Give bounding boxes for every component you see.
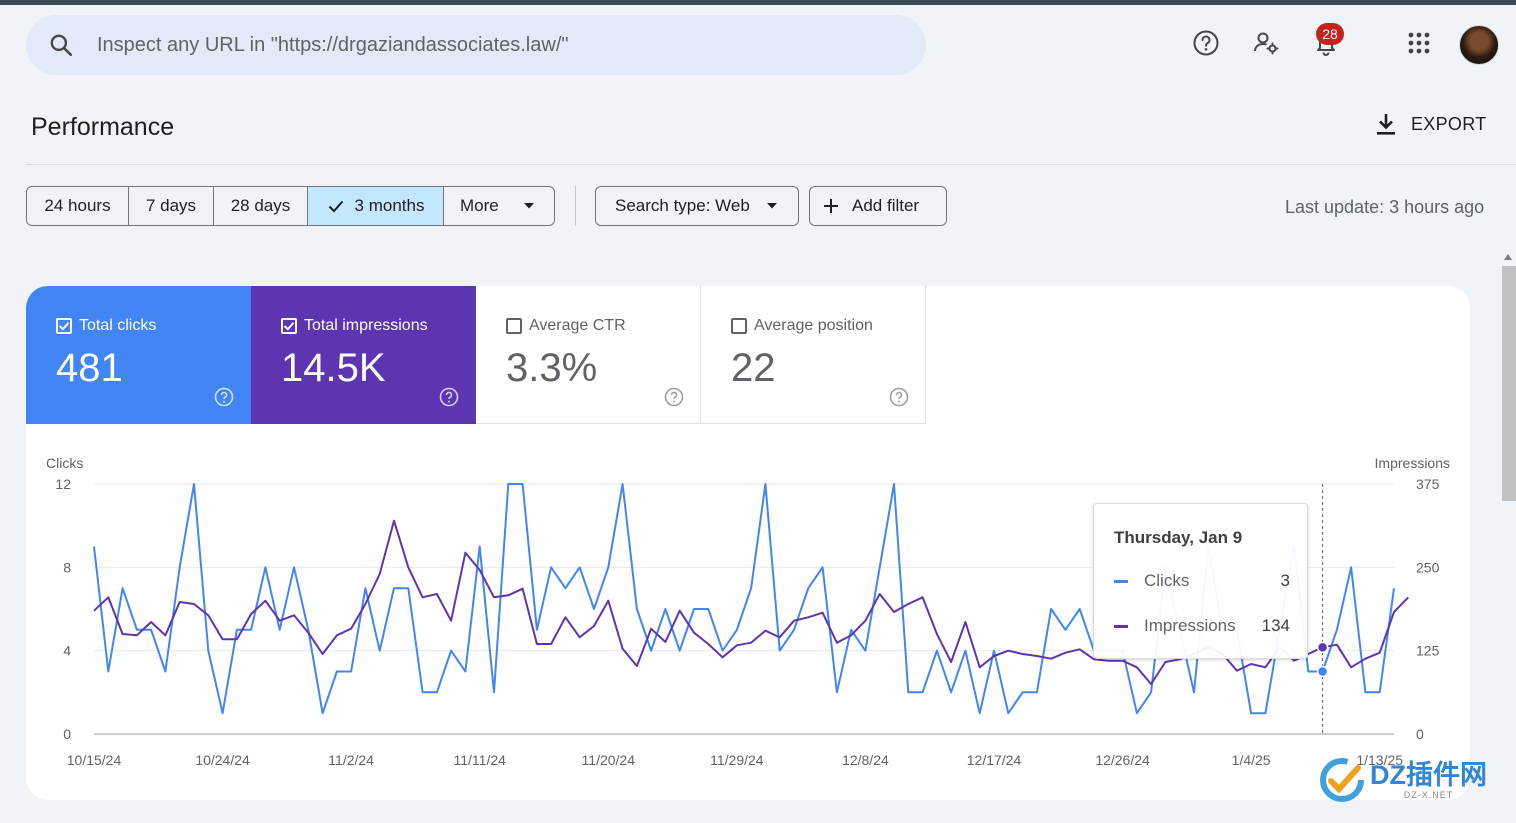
search-placeholder: Inspect any URL in "https://drgaziandass…	[97, 34, 569, 56]
help-icon[interactable]	[889, 387, 909, 407]
manage-users-icon[interactable]	[1251, 28, 1281, 58]
apps-grid-icon[interactable]	[1404, 28, 1434, 58]
x-tick-label: 11/29/24	[710, 752, 764, 768]
metric-average-position[interactable]: Average position 22	[701, 286, 926, 424]
watermark-logo-icon	[1320, 758, 1364, 802]
scroll-up-arrow-icon[interactable]	[1504, 254, 1512, 260]
last-update-text: Last update: 3 hours ago	[1285, 197, 1485, 217]
metric-value: 3.3%	[506, 346, 598, 390]
search-icon	[50, 34, 73, 57]
checkbox-checked-icon[interactable]	[281, 318, 297, 334]
highlight-point-clicks	[1316, 665, 1329, 678]
x-tick-label: 12/26/24	[1095, 752, 1150, 768]
help-icon[interactable]	[1191, 28, 1221, 58]
check-icon	[328, 200, 343, 213]
range-7-days[interactable]: 7 days	[129, 187, 214, 225]
metric-value: 22	[731, 346, 776, 390]
x-tick-label: 1/13/25	[1356, 752, 1403, 768]
y-right-tick-label: 375	[1416, 476, 1440, 492]
dropdown-arrow-icon	[523, 203, 534, 209]
metric-total-impressions[interactable]: Total impressions 14.5K	[251, 286, 476, 424]
watermark-text: DZ插件网	[1370, 760, 1487, 790]
dropdown-arrow-icon	[766, 203, 777, 209]
page-title: Performance	[31, 113, 175, 141]
x-tick-label: 11/2/24	[328, 752, 374, 768]
y-right-tick-label: 0	[1416, 726, 1424, 742]
checkbox-unchecked-icon[interactable]	[731, 318, 747, 334]
highlight-point-impressions	[1316, 641, 1329, 654]
chart-tooltip: Thursday, Jan 9 Clicks 3 Impressions 134	[1093, 503, 1308, 659]
x-tick-label: 12/8/24	[842, 752, 889, 768]
y-right-tick-label: 250	[1416, 559, 1440, 575]
x-tick-label: 10/24/24	[195, 752, 250, 768]
x-tick-label: 12/17/24	[967, 752, 1022, 768]
y-right-tick-label: 125	[1416, 643, 1440, 659]
range-28-days[interactable]: 28 days	[214, 187, 308, 225]
range-3-months[interactable]: 3 months	[308, 187, 444, 225]
checkbox-checked-icon[interactable]	[56, 318, 72, 334]
checkbox-unchecked-icon[interactable]	[506, 318, 522, 334]
plus-icon	[824, 199, 838, 213]
download-icon	[1377, 114, 1395, 135]
header-divider	[26, 164, 1516, 165]
watermark: DZ插件网 DZ-X.NET	[1318, 756, 1487, 804]
account-avatar[interactable]	[1459, 25, 1499, 65]
y-left-tick-label: 4	[63, 643, 71, 659]
metric-total-clicks[interactable]: Total clicks 481	[26, 286, 251, 424]
filter-separator	[575, 186, 576, 226]
url-inspect-search[interactable]: Inspect any URL in "https://drgaziandass…	[26, 15, 926, 75]
y-left-tick-label: 12	[55, 476, 71, 492]
help-icon[interactable]	[214, 387, 234, 407]
tooltip-row-clicks: Clicks 3	[1114, 571, 1290, 591]
metric-value: 481	[56, 346, 123, 390]
x-tick-label: 1/4/25	[1232, 752, 1271, 768]
top-border	[0, 0, 1516, 5]
range-24-hours[interactable]: 24 hours	[27, 187, 129, 225]
x-tick-label: 11/11/24	[454, 752, 507, 768]
y-right-axis-title: Impressions	[1375, 455, 1450, 471]
watermark-subtext: DZ-X.NET	[1403, 790, 1454, 800]
search-type-dropdown[interactable]: Search type: Web	[595, 186, 799, 226]
y-left-tick-label: 0	[63, 726, 71, 742]
export-label: EXPORT	[1411, 113, 1487, 134]
scrollbar-thumb[interactable]	[1502, 266, 1516, 501]
help-icon[interactable]	[664, 387, 684, 407]
help-icon[interactable]	[439, 387, 459, 407]
x-tick-label: 10/15/24	[67, 752, 122, 768]
metric-average-ctr[interactable]: Average CTR 3.3%	[476, 286, 701, 424]
performance-card: 0 4 8 12 0 125 250 375 Clicks Impressions 10/15/24…	[26, 286, 1470, 800]
metric-value: 14.5K	[281, 346, 386, 390]
series-swatch	[1114, 624, 1128, 628]
tooltip-row-impressions: Impressions 134	[1114, 616, 1290, 636]
export-button[interactable]: EXPORT	[1375, 112, 1487, 136]
range-more-dropdown[interactable]: More	[444, 187, 554, 225]
x-tick-label: 11/20/24	[582, 752, 636, 768]
series-swatch	[1114, 579, 1128, 583]
date-range-selector: 24 hours 7 days 28 days 3 months More	[26, 186, 555, 226]
add-filter-button[interactable]: Add filter	[809, 186, 947, 226]
y-left-tick-label: 8	[63, 559, 71, 575]
y-left-axis-title: Clicks	[46, 455, 83, 471]
notification-count-badge: 28	[1316, 23, 1344, 45]
tooltip-date: Thursday, Jan 9	[1114, 528, 1243, 547]
